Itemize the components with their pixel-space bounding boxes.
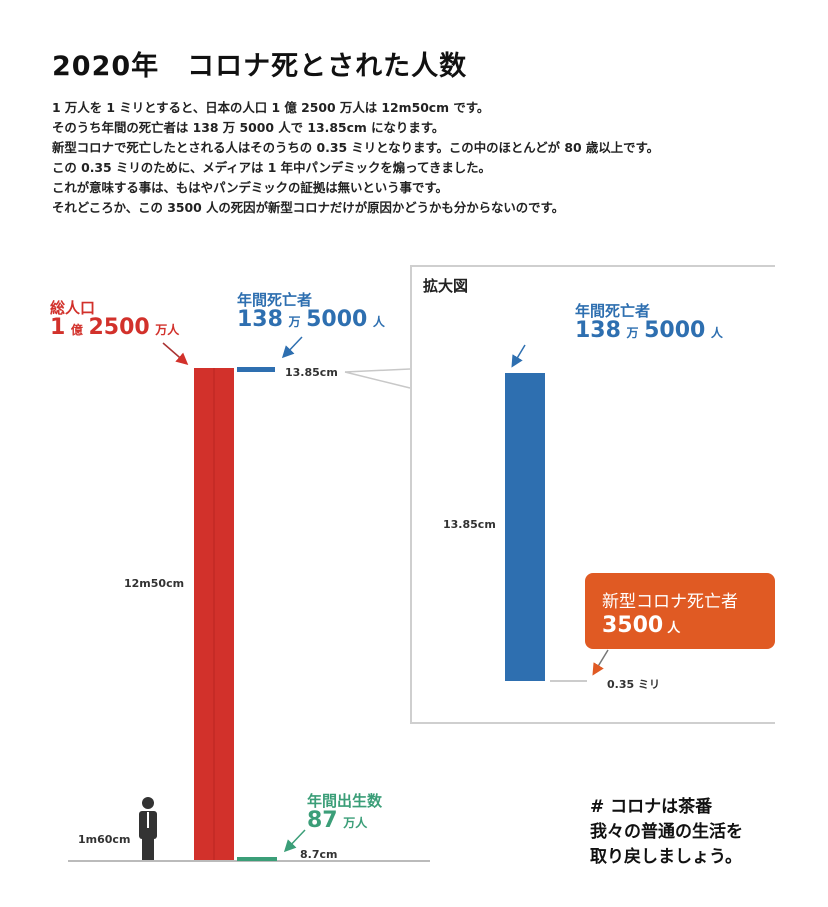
deaths-arrow [281,336,303,359]
description-line: これが意味する事は、もはやパンデミックの証拠は無いという事です。 [52,180,448,195]
slogan-line: 我々の普通の生活を [590,822,743,842]
covid-arrow [592,649,609,676]
zoom-connector-top [344,368,411,373]
deaths-title: 年間死亡者 [237,291,313,309]
page-title: 2020年 コロナ死とされた人数 [52,51,468,82]
population-height-label: 12m50cm [124,577,185,590]
births-title: 年間出生数 [307,792,383,810]
description-line: 新型コロナで死亡したとされる人はそのうちの 0.35 ミリとなります。この中のほ… [52,140,660,155]
covid-title: 新型コロナ死亡者 [602,592,738,612]
person-icon [139,797,157,860]
description-line: それどころか、この 3500 人の死因が新型コロナだけが原因かどうかも分からない… [52,200,565,215]
deaths-bar [237,367,275,372]
deaths-height-label: 13.85cm [285,366,338,379]
slogan-line: # コロナは茶番 [590,797,713,817]
population-value: 1 億 2500 万人 [50,315,180,340]
population-title: 総人口 [50,299,96,317]
zoom-deaths-title: 年間死亡者 [575,302,651,320]
zoom-deaths-arrow [511,344,526,368]
births-height-label: 8.7cm [300,848,338,861]
zoom-deaths-height-label: 13.85cm [443,518,496,531]
description: 1 万人を 1 ミリとすると、日本の人口 1 億 2500 万人は 12m50c… [52,98,659,218]
description-line: 1 万人を 1 ミリとすると、日本の人口 1 億 2500 万人は 12m50c… [52,100,490,115]
covid-callout: 新型コロナ死亡者 3500 人 [585,573,775,649]
births-value: 87 万人 [307,808,368,833]
births-bar [237,857,277,861]
deaths-value: 138 万 5000 人 [237,307,385,332]
zoom-inset-frame [410,265,775,724]
zoom-deaths-bar [505,373,545,681]
slogan: # コロナは茶番 我々の普通の生活を 取り戻しましょう。 [590,795,743,870]
population-arrow [162,342,189,365]
zoom-deaths-value: 138 万 5000 人 [575,318,723,343]
description-line: そのうち年間の死亡者は 138 万 5000 人で 13.85cm になります。 [52,120,445,135]
person-height-label: 1m60cm [78,833,131,846]
zoom-covid-height-label: 0.35 ミリ [607,678,660,691]
covid-value: 3500 人 [602,613,681,638]
slogan-line: 取り戻しましょう。 [590,847,742,867]
description-line: この 0.35 ミリのために、メディアは 1 年中パンデミックを煽ってきました。 [52,160,491,175]
zoom-connector-bottom [344,371,411,389]
zoom-inset-title: 拡大図 [423,277,469,295]
births-arrow [283,829,306,853]
